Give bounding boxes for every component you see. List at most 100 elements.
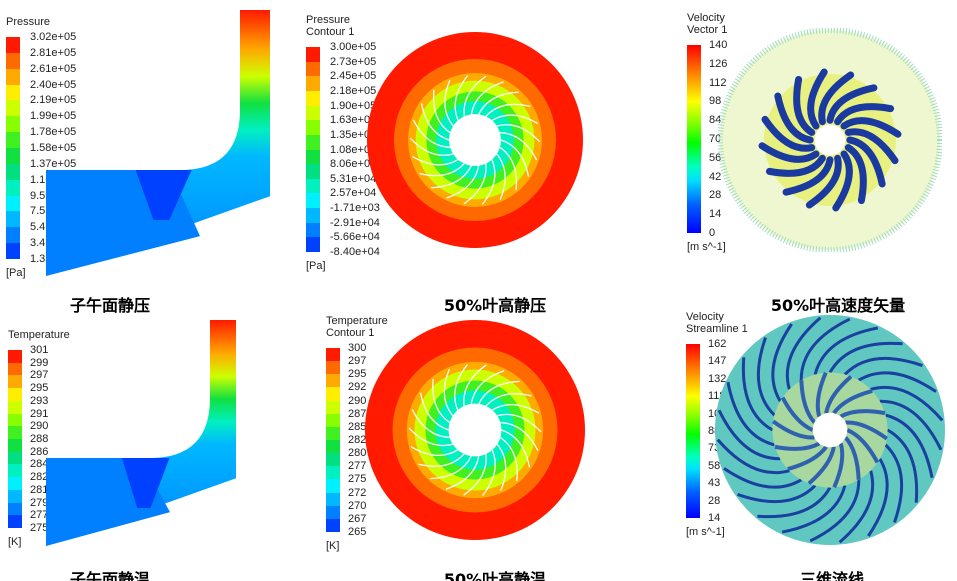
blade <box>496 124 541 143</box>
legend-title: Velocity <box>686 311 724 323</box>
meridional-temperature-legend: Temperature 301 299 297 295 293 291 290 288 286 28… <box>8 329 70 548</box>
colorbar-band <box>306 193 320 209</box>
colorbar-tick-label: 147 <box>708 355 727 368</box>
colorbar-band <box>326 426 340 441</box>
colorbar-band <box>326 400 340 415</box>
colorbar-tick-label: 43 <box>708 477 721 490</box>
blade <box>844 144 867 205</box>
legend-title: Vector 1 <box>687 24 728 36</box>
colorbar-tick-label: 282 <box>30 471 49 484</box>
colorbar-tick-label: 290 <box>30 420 49 433</box>
colorbar-tick-label: 285 <box>348 420 367 433</box>
midspan-velocity-caption: 50%叶高速度矢量 <box>770 296 906 315</box>
midspan-pressure-legend: Pressure Contour 1 3.00e+05 2.73e+05 2.45e+0… <box>306 14 380 272</box>
colorbar-tick-label: 8.06e+04 <box>330 158 377 171</box>
streamline <box>838 470 875 544</box>
colorbar-band <box>306 134 320 150</box>
colorbar-tick-label: 287 <box>348 407 367 420</box>
streamline <box>799 317 851 381</box>
colorbar-band <box>6 243 20 260</box>
colorbar <box>306 47 320 253</box>
colorbar-tick-label: 1.99e+05 <box>30 110 77 123</box>
streamline <box>785 316 822 390</box>
colorbar-tick-label: -5.66e+04 <box>330 231 380 244</box>
colorbar <box>687 45 701 233</box>
blade <box>832 389 873 415</box>
streamline <box>886 428 919 503</box>
streamline <box>857 371 937 393</box>
colorbar-tick-label: 118 <box>708 390 726 403</box>
colorbar-tick-label: 58 <box>708 459 721 472</box>
blade <box>463 453 487 496</box>
streamline <box>884 443 904 523</box>
legend-title: Contour 1 <box>306 26 355 38</box>
colorbar-tick-label: 132 <box>708 372 727 385</box>
colorbar-band <box>326 413 340 428</box>
blade <box>496 443 507 492</box>
colorbar-band <box>8 451 22 465</box>
colorbar-tick-label: 140 <box>709 39 728 51</box>
colorbar-tick-label: 295 <box>30 382 49 395</box>
colorbar-tick-label: -2.91e+04 <box>330 216 380 229</box>
colorbar-tick-label: 2.19e+05 <box>30 94 77 107</box>
streamline <box>737 484 817 504</box>
meridional-temperature-plot <box>46 320 236 546</box>
colorbar-band <box>306 120 320 136</box>
blade <box>432 378 451 424</box>
colorbar-tick-label: 14 <box>708 512 721 524</box>
colorbar-band <box>6 148 20 165</box>
blade <box>419 392 449 431</box>
colorbar-tick-label: 1.35e+05 <box>330 128 377 141</box>
blade <box>463 364 487 407</box>
blade <box>410 446 459 456</box>
meridional-temperature-caption: 子午面静温 <box>69 570 151 581</box>
colorbar-band <box>306 90 320 107</box>
streamline <box>879 399 943 451</box>
blade <box>787 445 828 471</box>
colorbar-tick-label: 3.00e+05 <box>330 41 377 53</box>
streamline <box>723 467 803 489</box>
colorbar-tick-label: 126 <box>709 57 728 70</box>
colorbar-tick-label: 1.63e+05 <box>330 114 377 127</box>
colorbar-tick-label: 2.81e+05 <box>30 46 77 59</box>
meridional-pressure-plot <box>46 10 270 276</box>
streamline <box>809 479 861 543</box>
blade <box>497 413 542 433</box>
streamline <box>870 385 944 422</box>
blade <box>430 455 472 480</box>
legend-unit: [m s^-1] <box>686 526 725 538</box>
colorbar-band <box>8 439 22 453</box>
blade <box>799 380 817 424</box>
legend-unit: [Pa] <box>6 267 26 279</box>
streamline <box>726 381 775 447</box>
blade <box>771 419 815 440</box>
colorbar-tick-label: 1.37e+05 <box>30 157 77 170</box>
midspan-velocity-legend: Velocity Vector 1 140 126 112 98 84 70 56 42 28 14 0… <box>687 12 728 253</box>
blade <box>840 117 902 138</box>
streamlines-3d-view <box>715 315 945 545</box>
colorbar-band <box>6 227 20 244</box>
colorbar <box>6 37 20 260</box>
colorbar-band <box>6 84 20 101</box>
blade <box>491 404 540 414</box>
colorbar-band <box>8 350 22 364</box>
blade <box>499 146 518 191</box>
colorbar-band <box>306 222 320 238</box>
blade <box>839 409 886 419</box>
blade <box>832 442 845 489</box>
colorbar-band <box>8 489 22 504</box>
hub <box>448 403 502 457</box>
blade <box>481 449 496 496</box>
colorbar-tick-label: 300 <box>348 342 367 354</box>
blade <box>432 89 451 134</box>
blade <box>774 92 814 144</box>
colorbar-tick-label: 2.45e+05 <box>330 70 377 83</box>
colorbar-tick-label: 275 <box>30 522 49 534</box>
blade <box>832 150 853 212</box>
colorbar-band <box>8 502 22 516</box>
colorbar-tick-label: 290 <box>348 394 367 407</box>
colorbar-tick-label: 297 <box>30 369 49 382</box>
colorbar-tick-label: 56 <box>709 151 722 164</box>
colorbar-band <box>326 492 340 507</box>
blade <box>807 68 828 130</box>
